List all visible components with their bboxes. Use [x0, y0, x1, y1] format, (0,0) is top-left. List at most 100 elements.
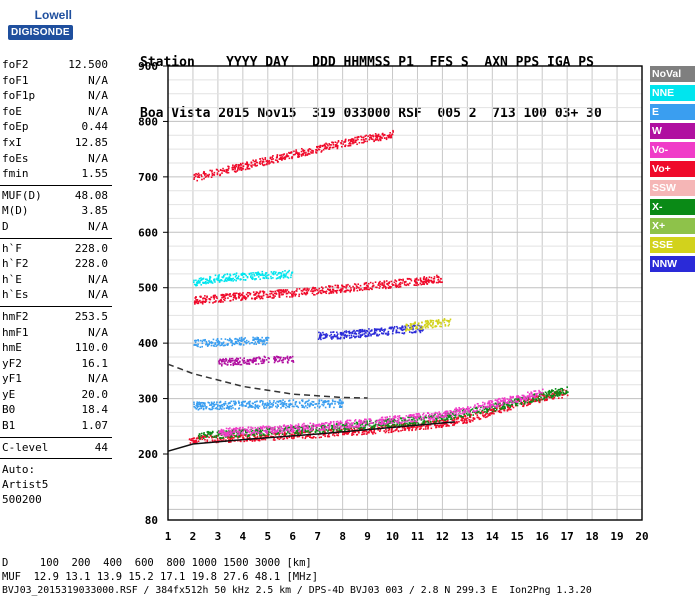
echo-point: [246, 435, 249, 438]
echo-point: [558, 393, 561, 395]
echo-point: [209, 277, 211, 280]
echo-point: [386, 420, 389, 422]
echo-point: [453, 414, 456, 417]
echo-point: [386, 134, 389, 137]
echo-point: [341, 405, 343, 408]
echo-point: [192, 441, 195, 444]
echo-point: [274, 290, 277, 293]
echo-point: [230, 405, 233, 408]
echo-point: [559, 390, 562, 393]
echo-point: [477, 411, 480, 414]
echo-point: [322, 333, 325, 336]
echo-point: [373, 427, 375, 430]
echo-point: [244, 400, 246, 403]
echo-point: [355, 330, 358, 332]
echo-point: [523, 398, 526, 400]
echo-point: [285, 290, 287, 293]
echo-point: [261, 426, 264, 429]
echo-point: [547, 391, 550, 393]
echo-point: [317, 291, 320, 293]
echo-point: [310, 151, 312, 153]
echo-point: [202, 437, 205, 440]
echo-point: [503, 397, 505, 400]
echo-point: [387, 330, 390, 333]
echo-point: [274, 402, 277, 404]
echo-point: [196, 406, 199, 409]
echo-point: [355, 335, 358, 338]
echo-point: [231, 438, 234, 441]
echo-point: [418, 415, 420, 418]
echo-point: [397, 422, 400, 424]
echo-point: [322, 404, 325, 407]
echo-point: [295, 152, 297, 155]
echo-point: [258, 439, 261, 441]
echo-point: [239, 294, 242, 297]
echo-point: [373, 424, 375, 427]
echo-point: [327, 427, 330, 430]
echo-point: [493, 408, 495, 410]
echo-point: [365, 288, 367, 291]
echo-point: [338, 406, 341, 409]
echo-point: [379, 421, 382, 424]
echo-point: [418, 425, 421, 428]
echo-point: [296, 431, 299, 434]
echo-point: [220, 428, 223, 431]
auto-block: Auto: Artist5 500200: [0, 462, 112, 507]
echo-point: [324, 406, 327, 409]
echo-point: [237, 167, 239, 170]
echo-point: [472, 414, 475, 416]
echo-point: [228, 408, 230, 410]
echo-point: [423, 421, 426, 424]
echo-point: [425, 320, 427, 322]
echo-point: [277, 428, 279, 431]
echo-point: [401, 325, 404, 327]
echo-point: [539, 394, 542, 397]
echo-point: [487, 401, 490, 404]
echo-point: [396, 325, 398, 328]
echo-point: [318, 148, 321, 151]
echo-point: [208, 432, 210, 435]
echo-point: [345, 285, 348, 287]
echo-point: [506, 398, 509, 400]
echo-point: [289, 427, 292, 430]
echo-point: [444, 319, 446, 321]
echo-point: [370, 136, 372, 139]
echo-point: [327, 144, 329, 147]
echo-point: [508, 402, 510, 405]
echo-point: [301, 293, 304, 296]
echo-point: [286, 428, 289, 431]
echo-point: [265, 429, 267, 431]
echo-point: [465, 417, 467, 420]
echo-point: [289, 403, 292, 406]
echo-point: [517, 398, 520, 401]
echo-point: [350, 140, 352, 143]
echo-point: [555, 394, 558, 396]
echo-point: [359, 336, 362, 339]
echo-point: [303, 406, 306, 409]
echo-point: [278, 400, 281, 402]
echo-point: [228, 406, 231, 409]
echo-point: [483, 407, 485, 409]
echo-point: [297, 153, 299, 156]
echo-point: [214, 342, 216, 344]
echo-point: [262, 160, 264, 163]
echo-point: [201, 301, 204, 304]
echo-point: [249, 400, 251, 403]
echo-point: [227, 432, 229, 435]
echo-point: [453, 410, 456, 413]
echo-point: [197, 175, 200, 177]
echo-point: [508, 407, 511, 410]
echo-point: [324, 336, 327, 339]
echo-point: [483, 403, 486, 406]
echo-point: [271, 432, 273, 435]
echo-point: [364, 135, 367, 137]
echo-point: [562, 389, 565, 391]
echo-point: [225, 294, 228, 297]
echo-point: [273, 296, 275, 299]
echo-point: [332, 335, 334, 338]
echo-point: [265, 293, 268, 296]
echo-point: [462, 417, 465, 420]
echo-point: [357, 430, 360, 433]
echo-point: [233, 429, 235, 432]
echo-point: [320, 399, 323, 402]
